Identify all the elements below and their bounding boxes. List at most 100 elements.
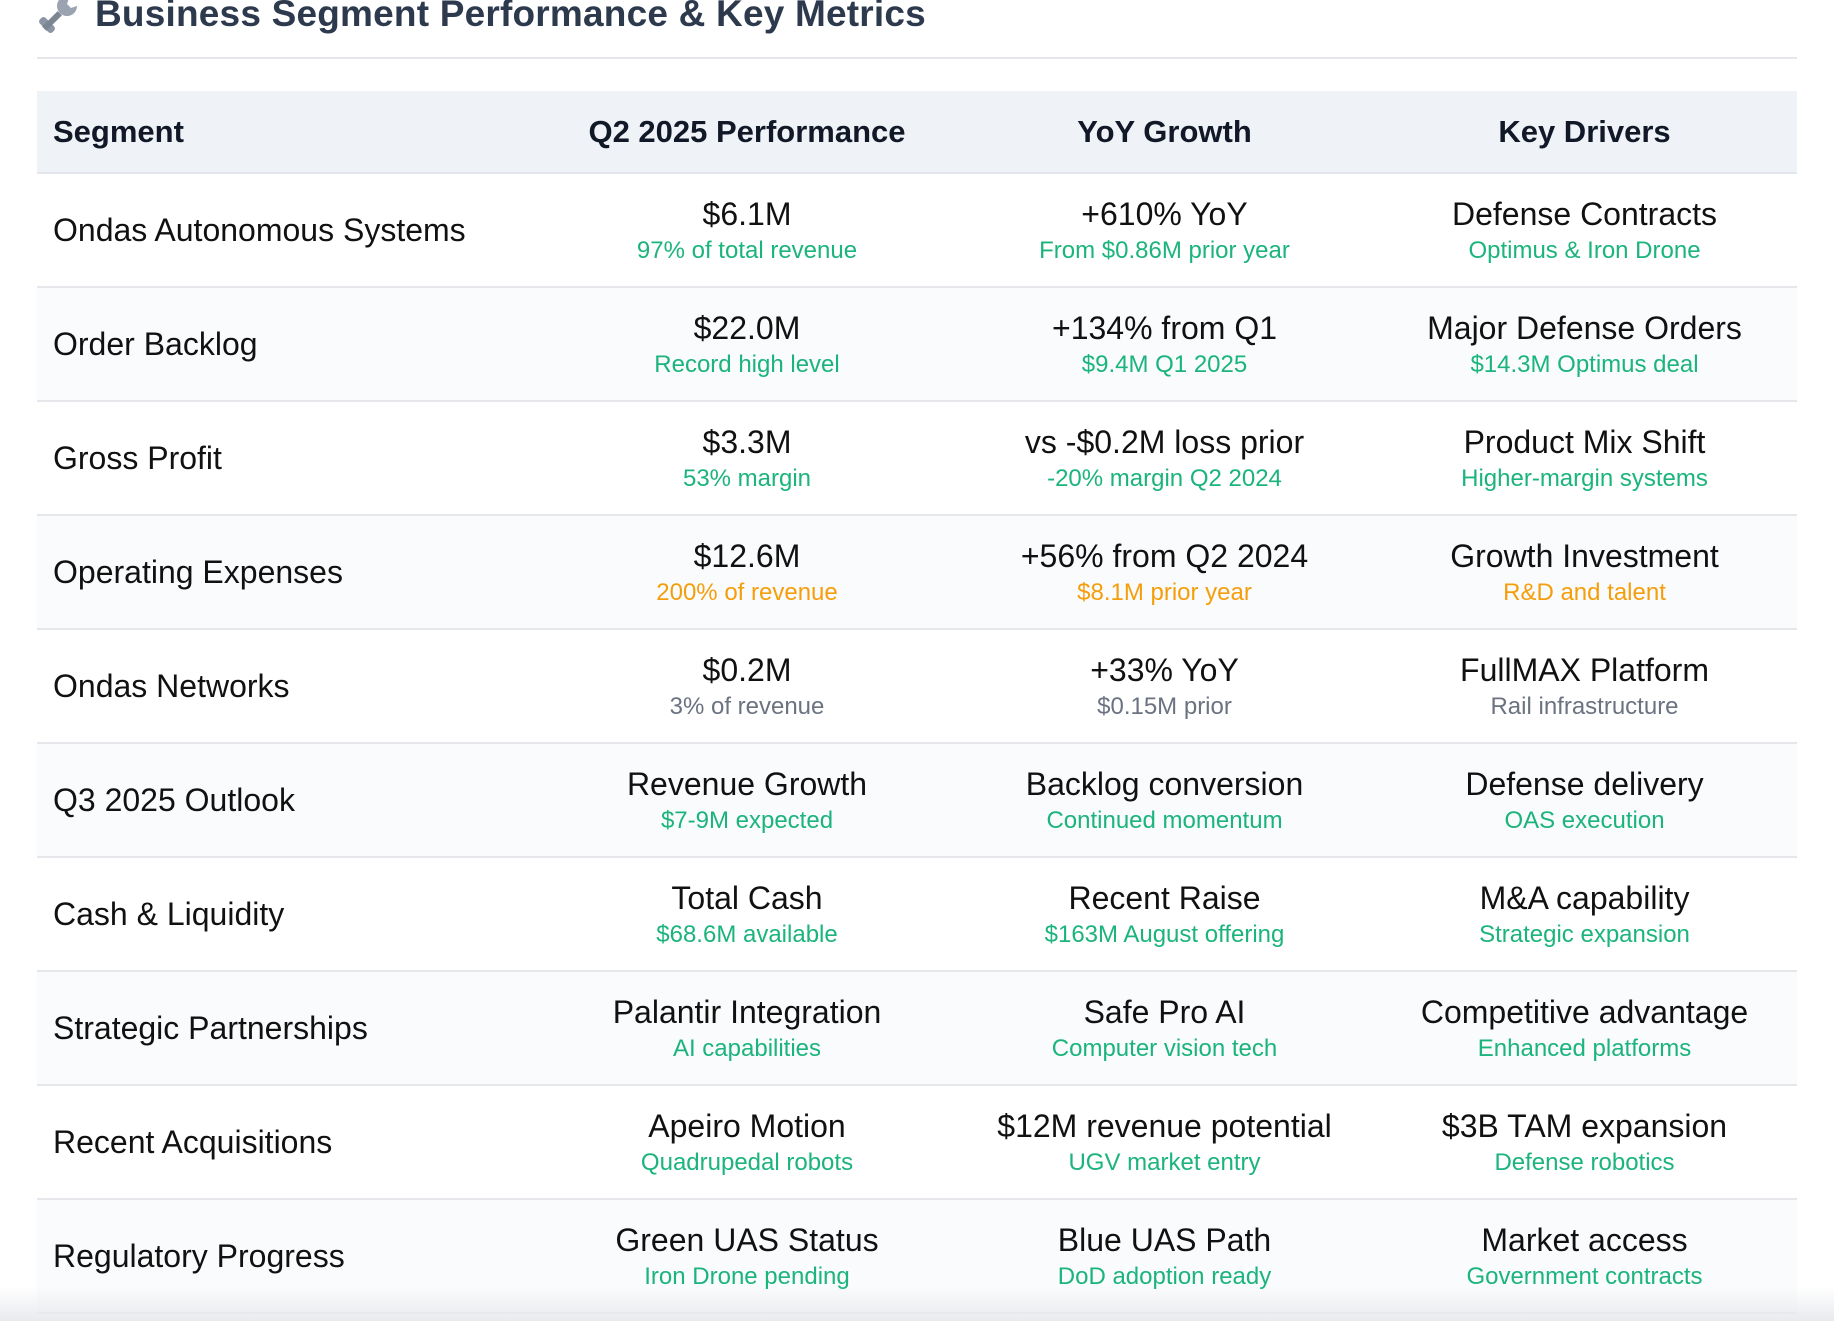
key-drivers-cell: $3B TAM expansion Defense robotics bbox=[1372, 1107, 1797, 1178]
table-row: Operating Expenses $12.6M 200% of revenue +… bbox=[37, 516, 1797, 630]
performance-cell: Apeiro Motion Quadrupedal robots bbox=[537, 1107, 957, 1178]
header-key-drivers: Key Drivers bbox=[1498, 113, 1671, 149]
segment-label: Q3 2025 Outlook bbox=[53, 781, 295, 818]
key-drivers-cell: Growth Investment R&D and talent bbox=[1372, 537, 1797, 608]
table-row: Gross Profit $3.3M 53% margin vs -$0.2M los… bbox=[37, 402, 1797, 516]
performance-cell: $6.1M 97% of total revenue bbox=[537, 195, 957, 266]
performance-cell: $0.2M 3% of revenue bbox=[537, 651, 957, 722]
key-drivers-cell: Competitive advantage Enhanced platforms bbox=[1372, 993, 1797, 1064]
page-title: Business Segment Performance & Key Metri… bbox=[95, 0, 926, 34]
key-drivers-detail: OAS execution bbox=[1504, 806, 1665, 834]
segment-label: Regulatory Progress bbox=[53, 1237, 345, 1274]
metrics-table: Segment Q2 2025 Performance YoY Growth K… bbox=[37, 91, 1797, 1314]
key-drivers-cell: Product Mix Shift Higher-margin systems bbox=[1372, 423, 1797, 494]
table-row: Ondas Autonomous Systems $6.1M 97% of tota… bbox=[37, 174, 1797, 288]
performance-value: $6.1M bbox=[702, 195, 792, 232]
key-drivers-cell: M&A capability Strategic expansion bbox=[1372, 879, 1797, 950]
yoy-growth-value: Backlog conversion bbox=[1025, 765, 1304, 802]
performance-detail: 97% of total revenue bbox=[636, 236, 858, 264]
title-row: Business Segment Performance & Key Metri… bbox=[37, 0, 926, 44]
performance-detail: Quadrupedal robots bbox=[640, 1148, 854, 1176]
table-row: Q3 2025 Outlook Revenue Growth $7-9M expec… bbox=[37, 744, 1797, 858]
key-drivers-value: Market access bbox=[1481, 1221, 1688, 1258]
yoy-growth-detail: $8.1M prior year bbox=[1077, 578, 1252, 606]
key-drivers-detail: Higher-margin systems bbox=[1461, 464, 1708, 492]
performance-detail: Record high level bbox=[654, 350, 840, 378]
yoy-growth-cell: +134% from Q1 $9.4M Q1 2025 bbox=[957, 309, 1372, 380]
key-drivers-cell: Defense Contracts Optimus & Iron Drone bbox=[1372, 195, 1797, 266]
key-drivers-value: M&A capability bbox=[1479, 879, 1690, 916]
performance-cell: $3.3M 53% margin bbox=[537, 423, 957, 494]
yoy-growth-cell: Blue UAS Path DoD adoption ready bbox=[957, 1221, 1372, 1292]
key-drivers-detail: Defense robotics bbox=[1494, 1148, 1675, 1176]
table-row: Strategic Partnerships Palantir Integrati… bbox=[37, 972, 1797, 1086]
yoy-growth-value: $12M revenue potential bbox=[997, 1107, 1332, 1144]
performance-cell: Green UAS Status Iron Drone pending bbox=[537, 1221, 957, 1292]
performance-value: $0.2M bbox=[702, 651, 792, 688]
key-drivers-cell: Major Defense Orders $14.3M Optimus deal bbox=[1372, 309, 1797, 380]
header-segment: Segment bbox=[53, 113, 184, 149]
yoy-growth-value: +134% from Q1 bbox=[1052, 309, 1277, 346]
key-drivers-detail: Government contracts bbox=[1466, 1262, 1703, 1290]
yoy-growth-cell: +33% YoY $0.15M prior bbox=[957, 651, 1372, 722]
key-drivers-cell: Defense delivery OAS execution bbox=[1372, 765, 1797, 836]
yoy-growth-value: Blue UAS Path bbox=[1057, 1221, 1272, 1258]
segment-label: Ondas Networks bbox=[53, 667, 290, 704]
performance-detail: Iron Drone pending bbox=[644, 1262, 850, 1290]
title-divider bbox=[37, 57, 1797, 59]
key-drivers-value: Defense Contracts bbox=[1451, 195, 1717, 232]
segment-label: Gross Profit bbox=[53, 439, 222, 476]
segment-label: Order Backlog bbox=[53, 325, 258, 362]
performance-value: Revenue Growth bbox=[626, 765, 868, 802]
key-drivers-detail: Strategic expansion bbox=[1479, 920, 1690, 948]
segment-label: Cash & Liquidity bbox=[53, 895, 285, 932]
segment-label: Strategic Partnerships bbox=[53, 1009, 368, 1046]
yoy-growth-value: vs -$0.2M loss prior bbox=[1024, 423, 1305, 460]
yoy-growth-detail: From $0.86M prior year bbox=[1039, 236, 1290, 264]
performance-cell: $12.6M 200% of revenue bbox=[537, 537, 957, 608]
header-performance: Q2 2025 Performance bbox=[588, 113, 906, 149]
performance-value: Apeiro Motion bbox=[648, 1107, 846, 1144]
yoy-growth-cell: vs -$0.2M loss prior -20% margin Q2 2024 bbox=[957, 423, 1372, 494]
yoy-growth-cell: +56% from Q2 2024 $8.1M prior year bbox=[957, 537, 1372, 608]
performance-detail: 200% of revenue bbox=[656, 578, 838, 606]
performance-detail: AI capabilities bbox=[672, 1034, 822, 1062]
key-drivers-value: Competitive advantage bbox=[1420, 993, 1749, 1030]
segment-label: Operating Expenses bbox=[53, 553, 343, 590]
key-drivers-value: $3B TAM expansion bbox=[1441, 1107, 1728, 1144]
yoy-growth-cell: +610% YoY From $0.86M prior year bbox=[957, 195, 1372, 266]
performance-value: Palantir Integration bbox=[612, 993, 882, 1030]
yoy-growth-cell: Backlog conversion Continued momentum bbox=[957, 765, 1372, 836]
table-row: Regulatory Progress Green UAS Status Iron … bbox=[37, 1200, 1797, 1314]
performance-cell: Palantir Integration AI capabilities bbox=[537, 993, 957, 1064]
yoy-growth-value: +33% YoY bbox=[1090, 651, 1239, 688]
table-header: Segment Q2 2025 Performance YoY Growth K… bbox=[37, 91, 1797, 174]
performance-value: Green UAS Status bbox=[615, 1221, 879, 1258]
header-yoy-growth: YoY Growth bbox=[1077, 113, 1252, 149]
key-drivers-detail: Optimus & Iron Drone bbox=[1468, 236, 1701, 264]
key-drivers-value: Major Defense Orders bbox=[1427, 309, 1742, 346]
key-drivers-value: Defense delivery bbox=[1465, 765, 1704, 802]
performance-detail: $7-9M expected bbox=[660, 806, 834, 834]
performance-value: $12.6M bbox=[693, 537, 801, 574]
key-drivers-detail: R&D and talent bbox=[1503, 578, 1666, 606]
wrench-icon bbox=[37, 0, 81, 36]
yoy-growth-detail: $9.4M Q1 2025 bbox=[1081, 350, 1248, 378]
performance-cell: Total Cash $68.6M available bbox=[537, 879, 957, 950]
table-row: Recent Acquisitions Apeiro Motion Quadrupe… bbox=[37, 1086, 1797, 1200]
performance-value: $22.0M bbox=[693, 309, 801, 346]
key-drivers-value: FullMAX Platform bbox=[1460, 651, 1709, 688]
performance-cell: Revenue Growth $7-9M expected bbox=[537, 765, 957, 836]
key-drivers-detail: Rail infrastructure bbox=[1490, 692, 1679, 720]
yoy-growth-detail: DoD adoption ready bbox=[1057, 1262, 1272, 1290]
key-drivers-detail: $14.3M Optimus deal bbox=[1470, 350, 1699, 378]
table-row: Order Backlog $22.0M Record high level +134… bbox=[37, 288, 1797, 402]
performance-value: $3.3M bbox=[702, 423, 792, 460]
yoy-growth-cell: Recent Raise $163M August offering bbox=[957, 879, 1372, 950]
yoy-growth-cell: $12M revenue potential UGV market entry bbox=[957, 1107, 1372, 1178]
yoy-growth-detail: UGV market entry bbox=[1068, 1148, 1261, 1176]
table-body: Ondas Autonomous Systems $6.1M 97% of tota… bbox=[37, 174, 1797, 1314]
key-drivers-cell: FullMAX Platform Rail infrastructure bbox=[1372, 651, 1797, 722]
yoy-growth-value: +610% YoY bbox=[1081, 195, 1248, 232]
